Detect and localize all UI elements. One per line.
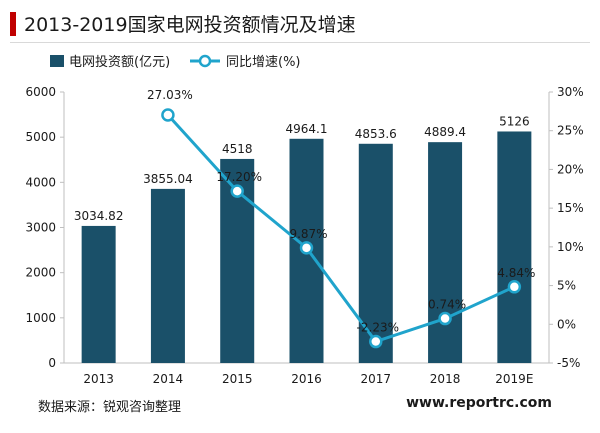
- bar: [497, 131, 532, 363]
- axes: 0 1000 2000 3000 4000 5000 6000 -5% 0% 5% 10% 15% 20…: [25, 85, 583, 386]
- growth-point: [369, 334, 383, 349]
- website-watermark: www.reportrc.com: [406, 395, 552, 411]
- x-tick-label: 2015: [222, 372, 253, 386]
- x-tick-label: 2017: [361, 372, 392, 386]
- growth-data-label: 9.87%: [289, 227, 327, 241]
- y-right-tick-label: 20%: [557, 162, 584, 176]
- x-tick-label: 2018: [430, 372, 461, 386]
- y-right-tick-label: 5%: [557, 279, 576, 293]
- bar-data-label: 4518: [222, 142, 253, 156]
- title-divider: [10, 42, 590, 43]
- growth-point: [299, 241, 314, 255]
- y-right-tick-label: 0%: [557, 317, 576, 331]
- growth-data-label: 27.03%: [147, 88, 193, 102]
- y-right-tick-label: 15%: [557, 201, 584, 215]
- y-right-tick-label: 30%: [557, 85, 584, 99]
- y-right-tick-label: 10%: [557, 240, 584, 254]
- title-accent-bar: [10, 12, 16, 36]
- bar-data-label: 5126: [499, 114, 530, 128]
- legend: 电网投资额(亿元) 同比增速(%): [50, 54, 301, 70]
- legend-swatch-marker: [198, 54, 212, 68]
- bar-series: 3034.82 3855.04 4518 4964.1 4853.6 4889.4 5126: [74, 114, 532, 363]
- growth-data-label: 0.74%: [428, 298, 466, 312]
- y-left-tick-label: 5000: [25, 130, 56, 144]
- bar-data-label: 3034.82: [74, 209, 124, 223]
- growth-point: [230, 184, 244, 198]
- y-left-tick-label: 0: [48, 356, 56, 370]
- y-left-tick-label: 2000: [25, 266, 56, 280]
- legend-label-line: 同比增速(%): [226, 55, 301, 70]
- growth-point: [161, 108, 175, 122]
- bar: [150, 188, 185, 363]
- title-bar: 2013-2019国家电网投资额情况及增速: [0, 0, 600, 40]
- y-right-tick-label: 25%: [557, 124, 584, 138]
- bar-data-label: 3855.04: [143, 172, 193, 186]
- legend-label-bar: 电网投资额(亿元): [69, 54, 170, 70]
- x-tick-label: 2016: [291, 372, 322, 386]
- line-series: 27.03% 17.20% 9.87% -2.23% 0.74% 4.84%: [147, 88, 535, 349]
- y-left-tick-label: 1000: [25, 311, 56, 325]
- growth-point: [438, 311, 452, 326]
- y-left-tick-label: 6000: [25, 85, 56, 99]
- growth-data-label: 17.20%: [216, 170, 262, 184]
- y-right-tick-label: -5%: [557, 356, 580, 370]
- x-tick-label: 2013: [83, 372, 114, 386]
- source-note: 数据来源：锐观咨询整理: [38, 400, 182, 415]
- x-tick-label: 2014: [153, 372, 184, 386]
- growth-line: [166, 113, 515, 344]
- growth-data-label: -2.23%: [357, 321, 399, 335]
- bar-data-label: 4853.6: [355, 127, 397, 141]
- bar-data-label: 4964.1: [286, 122, 328, 136]
- bar: [81, 225, 116, 363]
- y-left-tick-label: 3000: [25, 221, 56, 235]
- y-left-tick-label: 4000: [25, 175, 56, 189]
- growth-data-label: 4.84%: [497, 266, 535, 280]
- legend-swatch-bar: [50, 55, 64, 67]
- growth-point: [507, 280, 522, 294]
- bar-data-label: 4889.4: [424, 125, 466, 139]
- bar: [428, 142, 463, 363]
- x-tick-label: 2019E: [495, 372, 533, 386]
- page-title: 2013-2019国家电网投资额情况及增速: [24, 14, 356, 36]
